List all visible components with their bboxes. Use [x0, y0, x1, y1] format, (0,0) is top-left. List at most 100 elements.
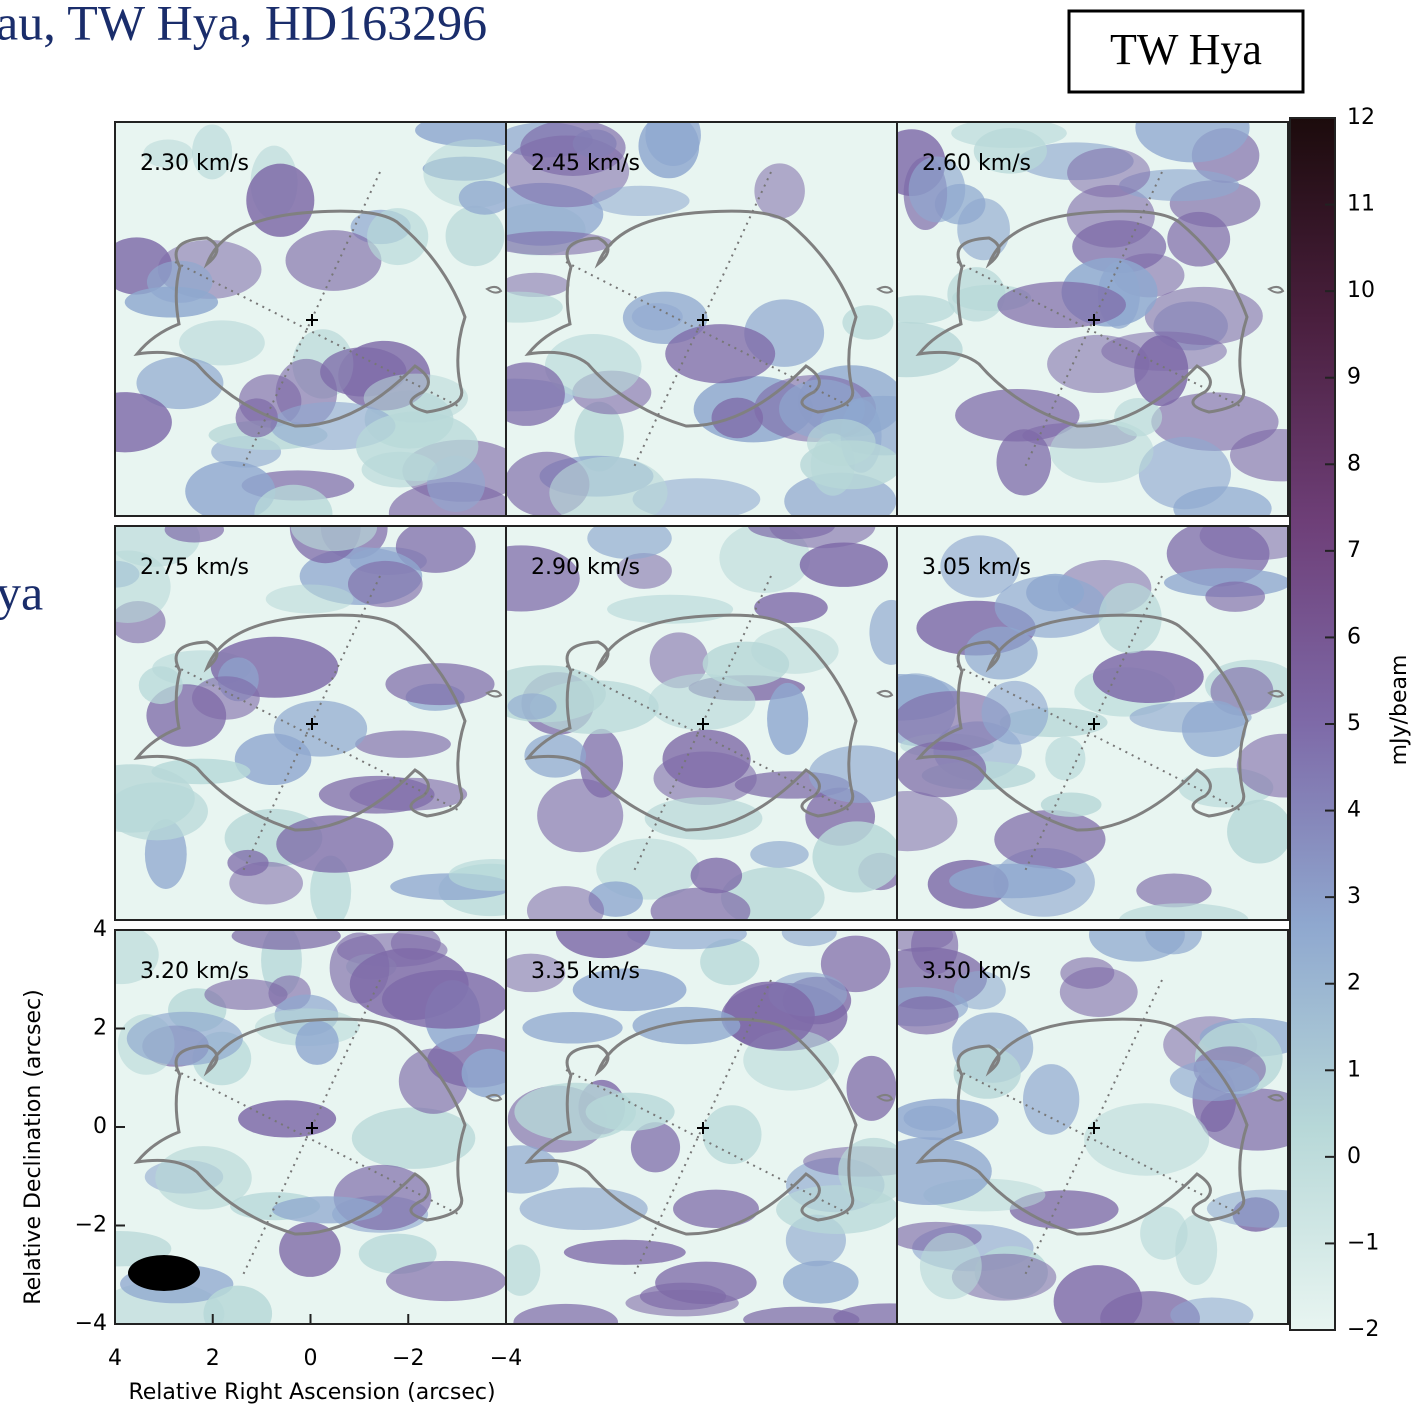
colorbar-tick-label: 7 [1347, 538, 1361, 563]
emission-blob [1205, 581, 1266, 612]
emission-blob [124, 286, 219, 318]
emission-blob [367, 208, 429, 266]
emission-map [897, 930, 1288, 1324]
emission-blob [1098, 582, 1162, 654]
emission-blob [1175, 1214, 1218, 1286]
emission-blob [1040, 792, 1102, 817]
emission-blob [115, 930, 159, 985]
emission-blob [648, 673, 756, 731]
emission-blob [808, 745, 897, 803]
channel-panel: 2.90 km/s [505, 525, 898, 921]
x-tick-label: 2 [206, 1346, 220, 1371]
y-axis-label: Relative Declination (arcsec) [21, 989, 46, 1304]
emission-blob [555, 930, 651, 959]
emission-blob [1026, 573, 1085, 612]
emission-blob [700, 938, 760, 986]
emission-blob [616, 552, 672, 589]
emission-blob [238, 1100, 337, 1138]
emission-blob [897, 741, 987, 798]
colorbar-tick-label: 1 [1347, 1057, 1361, 1082]
emission-map [115, 122, 506, 516]
colorbar-tick-label: 12 [1347, 105, 1375, 130]
emission-blob [1135, 122, 1250, 163]
emission-blob [522, 1011, 623, 1044]
center-cross [1088, 314, 1100, 326]
channel-panel: 2.30 km/s [114, 121, 507, 517]
emission-blob [192, 676, 260, 720]
emission-blob [1199, 526, 1288, 560]
emission-blob [1045, 736, 1086, 781]
emission-blob [625, 1289, 739, 1317]
panel-frame [896, 929, 1289, 1325]
emission-blob [781, 930, 837, 947]
emission-blob [272, 1196, 383, 1224]
channel-panel: 3.20 km/s [114, 929, 507, 1325]
x-tick-label: −4 [490, 1346, 522, 1371]
emission-blob [1229, 429, 1288, 482]
center-cross [306, 718, 318, 730]
colorbar-tick-label: −1 [1347, 1230, 1379, 1255]
velocity-label: 2.30 km/s [140, 151, 249, 176]
clump-contour [1267, 1093, 1285, 1102]
disk-contour [133, 1017, 467, 1236]
disk-contour [133, 209, 467, 428]
emission-blob [754, 592, 828, 624]
velocity-label: 3.50 km/s [922, 959, 1031, 984]
emission-blob [1023, 1064, 1080, 1135]
emission-blob [513, 1303, 619, 1324]
emission-blob [957, 198, 1010, 261]
emission-blob [381, 970, 506, 1029]
emission-blob [506, 953, 566, 993]
disk-contour [524, 209, 858, 428]
emission-blob [953, 970, 1006, 1010]
colorbar-tick-label: 5 [1347, 711, 1361, 736]
emission-blob [650, 887, 751, 920]
panel-frame [896, 525, 1289, 921]
emission-blob [506, 1145, 559, 1194]
emission-blob [520, 122, 626, 176]
minor-axis [956, 261, 1243, 408]
colorbar-tick-label: 10 [1347, 278, 1375, 303]
emission-blob [506, 231, 613, 256]
emission-blob [812, 821, 897, 893]
emission-blob [385, 1260, 506, 1302]
colorbar-tick-label: −2 [1347, 1317, 1379, 1342]
emission-blob [290, 526, 378, 552]
emission-blob [919, 1232, 982, 1300]
emission-blob [385, 663, 495, 706]
emission-blob [630, 1122, 681, 1173]
emission-blob [1067, 147, 1151, 198]
center-cross [697, 1122, 709, 1134]
clump-contour [876, 285, 894, 294]
emission-blob [754, 163, 805, 219]
center-cross [697, 314, 709, 326]
colorbar-tick-label: 8 [1347, 451, 1361, 476]
emission-blob [1236, 733, 1288, 798]
channel-panel: 2.60 km/s [896, 121, 1289, 517]
emission-blob [897, 996, 959, 1035]
emission-blob [179, 320, 265, 366]
emission-blob [574, 401, 624, 472]
emission-blob [347, 560, 423, 608]
clump-contour [1267, 285, 1285, 294]
minor-axis [956, 1069, 1243, 1216]
emission-blob [964, 626, 1038, 680]
emission-blob [279, 1222, 341, 1277]
emission-blob [838, 1137, 897, 1204]
emission-blob [644, 797, 763, 840]
emission-blob [662, 729, 751, 789]
emission-blob [126, 1011, 243, 1066]
emission-blob [506, 272, 570, 297]
emission-blob [951, 122, 1067, 148]
clump-contour [876, 689, 894, 698]
emission-blob [254, 484, 333, 516]
emission-blob [631, 303, 683, 331]
emission-blob [506, 545, 580, 612]
x-tick-label: 0 [304, 1346, 318, 1371]
y-tick-label: 0 [93, 1114, 107, 1139]
emission-blob [235, 398, 278, 438]
clump-contour [876, 1093, 894, 1102]
emission-blob [690, 857, 743, 894]
x-tick-label: 4 [108, 1346, 122, 1371]
emission-blob [227, 849, 269, 876]
